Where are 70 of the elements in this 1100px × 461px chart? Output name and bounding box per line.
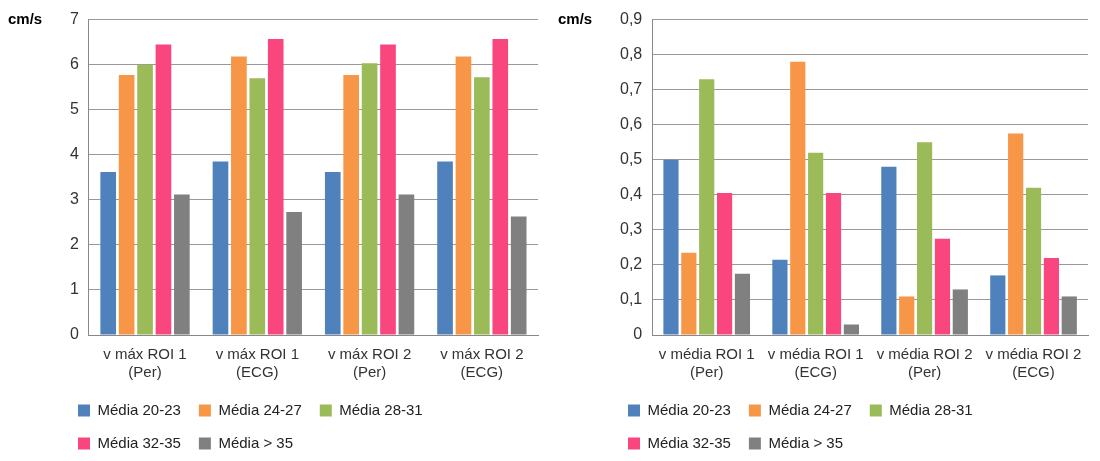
legend-label: Média 20-23 <box>647 400 731 418</box>
y-tick-label: 0,4 <box>619 185 643 203</box>
legend-label: Média 24-27 <box>218 400 302 418</box>
y-tick-label: 0,2 <box>619 255 643 273</box>
legend-label: Média 32-35 <box>97 433 181 451</box>
bar <box>343 75 359 335</box>
bar <box>118 75 135 335</box>
x-tick-label: v máx ROI 1 (ECG) <box>215 345 299 381</box>
bar <box>934 238 951 335</box>
legend-label: Média 28-31 <box>889 400 973 418</box>
bar <box>100 171 117 335</box>
bar <box>231 56 247 335</box>
x-tick-label: v média ROI 1 (ECG) <box>767 345 864 381</box>
bar <box>663 159 679 335</box>
bar <box>699 79 715 335</box>
legend-label: Média > 35 <box>218 433 294 451</box>
x-tick-label: v média ROI 2 (ECG) <box>985 345 1082 381</box>
y-tick-label: 0,9 <box>619 10 643 28</box>
legend-label: Média 20-23 <box>97 400 181 418</box>
bar <box>361 63 378 335</box>
y-tick-label: 2 <box>69 235 79 253</box>
bar <box>155 44 172 335</box>
legend-label: Média 28-31 <box>339 400 423 418</box>
bar <box>790 61 806 335</box>
y-tick-label: 0,5 <box>619 150 643 168</box>
bar <box>1025 187 1042 335</box>
legend-label: Média 24-27 <box>768 400 852 418</box>
y-tick-label: 0,8 <box>619 45 643 63</box>
bar <box>437 161 453 335</box>
bar <box>899 296 915 335</box>
y-tick-label: 0,7 <box>619 80 643 98</box>
bar <box>492 38 509 335</box>
bar <box>137 64 153 335</box>
y-tick-label: 4 <box>69 145 79 163</box>
x-tick-label: v média ROI 2 (Per) <box>876 345 973 381</box>
y-tick-label: 0,6 <box>619 115 643 133</box>
y-tick-label: 0,3 <box>619 220 643 238</box>
y-tick-label: 1 <box>69 280 79 298</box>
bar <box>324 171 341 335</box>
x-tick-label: v máx ROI 2 (Per) <box>327 345 412 381</box>
bar <box>825 193 842 335</box>
bar <box>212 161 229 335</box>
y-axis-title: cm/s <box>558 9 593 27</box>
y-tick-label: 0,1 <box>619 290 643 308</box>
bar <box>772 259 788 335</box>
bar <box>267 38 284 335</box>
bar <box>455 56 472 335</box>
legend-label: Média 32-35 <box>647 433 731 451</box>
bar <box>1008 133 1024 335</box>
bar <box>249 78 266 335</box>
y-tick-label: 3 <box>69 190 79 208</box>
y-tick-label: 5 <box>69 100 79 118</box>
bar <box>380 44 396 335</box>
bar <box>474 77 490 335</box>
x-tick-label: v média ROI 1 (Per) <box>658 345 755 381</box>
bar <box>881 166 897 335</box>
x-tick-label: v máx ROI 1 (Per) <box>103 345 187 381</box>
bar <box>808 152 824 335</box>
bar <box>990 275 1006 335</box>
y-axis-title: cm/s <box>8 9 43 27</box>
legend-label: Média > 35 <box>768 433 844 451</box>
y-tick-label: 0 <box>633 325 643 343</box>
y-tick-label: 0 <box>69 325 79 343</box>
bar <box>681 252 697 335</box>
bar <box>917 142 933 335</box>
bar <box>1043 257 1059 335</box>
y-tick-label: 7 <box>69 10 79 28</box>
bar <box>716 193 733 335</box>
y-tick-label: 6 <box>69 55 79 73</box>
x-tick-label: v máx ROI 2 (ECG) <box>440 345 524 381</box>
